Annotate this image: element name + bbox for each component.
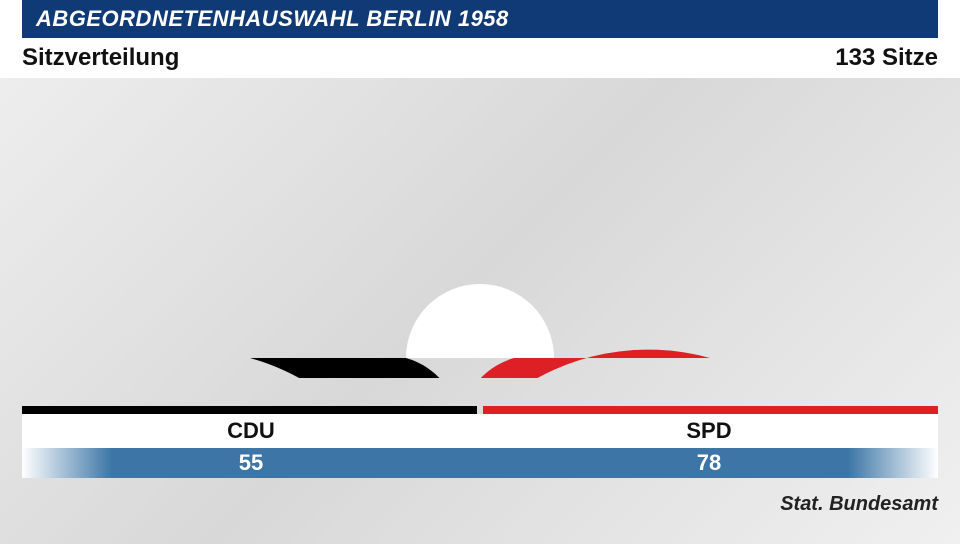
subtitle-right: 133 Sitze [835,44,938,72]
legend-fade-left [22,448,112,478]
legend: CDUSPD 5578 [22,406,938,478]
legend-chips-row [22,406,938,414]
legend-label-cdu: CDU [22,418,480,444]
legend-labels-row: CDUSPD [22,414,938,448]
chart-area [0,78,960,378]
legend-values-row: 5578 [22,448,938,478]
subtitle-left: Sitzverteilung [22,44,179,72]
legend-value-cdu: 55 [22,450,480,476]
seat-chart [180,78,780,378]
page-title: ABGEORDNETENHAUSWAHL BERLIN 1958 [36,6,509,32]
seat-chart-hole [406,284,554,358]
subtitle-bar: Sitzverteilung 133 Sitze [0,38,960,78]
source-text: Stat. Bundesamt [780,493,938,515]
legend-fade-right [848,448,938,478]
legend-label-spd: SPD [480,418,938,444]
seat-slice-cdu [250,358,460,378]
title-bar-inner: ABGEORDNETENHAUSWAHL BERLIN 1958 [22,0,938,38]
title-bar: ABGEORDNETENHAUSWAHL BERLIN 1958 [0,0,960,38]
source-credit: Stat. Bundesamt [780,493,938,516]
legend-chip-cdu [22,406,477,414]
page-root: ABGEORDNETENHAUSWAHL BERLIN 1958 Sitzver… [0,0,960,378]
legend-chip-spd [483,406,938,414]
